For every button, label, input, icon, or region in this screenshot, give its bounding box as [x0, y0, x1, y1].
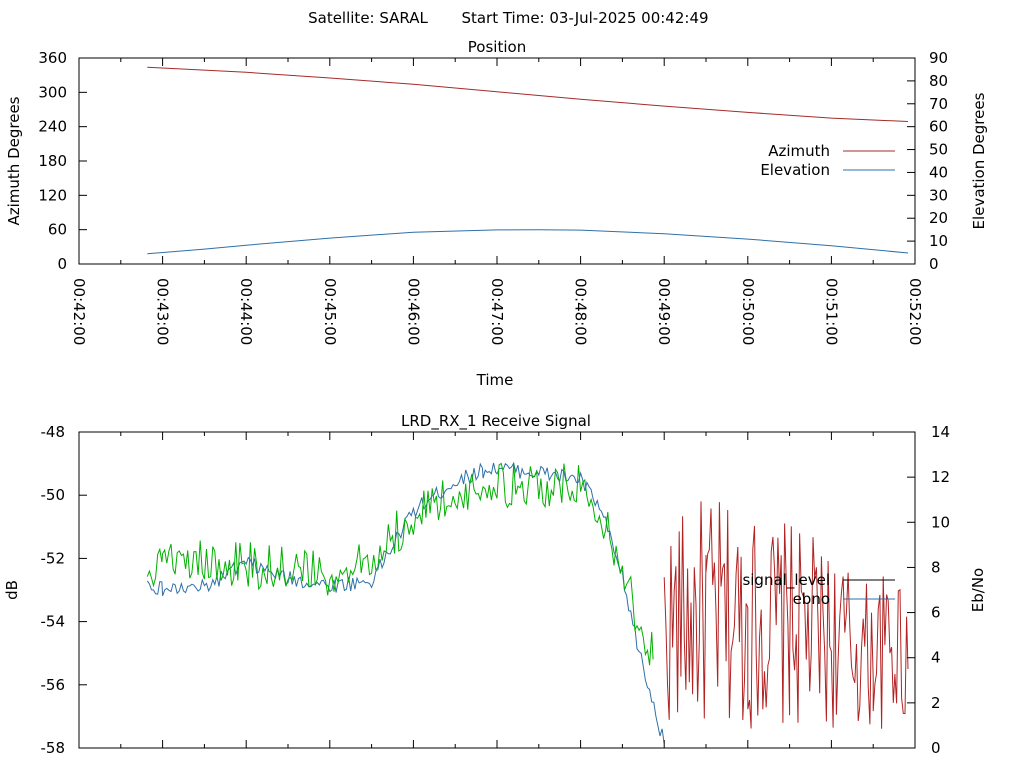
signal-y-tick-label: -54: [41, 613, 66, 631]
position-y2-axis-label: Elevation Degrees: [970, 92, 988, 229]
signal-y2-tick-label: 2: [931, 694, 941, 712]
signal-y-tick-label: -50: [41, 486, 66, 504]
position-x-tick-label: 00:44:00: [237, 278, 255, 345]
legend-ebno-label: ebno: [793, 590, 830, 608]
position-y2-tick-label: 60: [929, 118, 948, 136]
receive-signal-chart: LRD_RX_1 Receive Signal -58 -56 -54 -52 -50 -…: [3, 412, 987, 757]
signal-y-tick-label: -58: [41, 739, 66, 757]
position-x-tick-label: 00:50:00: [739, 278, 757, 345]
position-x-tick-label: 00:47:00: [488, 278, 506, 345]
start-time-label: Start Time: 03-Jul-2025 00:42:49: [461, 9, 708, 27]
position-y2-tick-label: 70: [929, 95, 948, 113]
signal-y2-tick-label: 12: [931, 468, 950, 486]
position-x-tick-label: 00:42:00: [70, 278, 88, 345]
signal-y2-tick-label: 6: [931, 604, 941, 622]
position-y2-tick-label: 10: [929, 232, 948, 250]
legend-azimuth-label: Azimuth: [768, 142, 830, 160]
position-y-tick-label: 180: [38, 152, 67, 170]
signal-level-series-line: [146, 462, 654, 666]
signal-y2-tick-label: 10: [931, 513, 950, 531]
position-y2-tick-label: 80: [929, 72, 948, 90]
position-y2-tick-label: 40: [929, 163, 948, 181]
position-y2-tick-label: 50: [929, 141, 948, 159]
position-x-tick-label: 00:48:00: [572, 278, 590, 345]
signal-y2-tick-label: 8: [931, 558, 941, 576]
position-x-tick-label: 00:46:00: [404, 278, 422, 345]
signal-y2-tick-label: 14: [931, 423, 950, 441]
position-y-axis-label: Azimuth Degrees: [5, 96, 23, 225]
position-chart: Position 00:42:00 00:43:00 00:44:00 00:45:0…: [5, 38, 988, 389]
ebno-series-line: [146, 461, 665, 744]
receive-signal-chart-title: LRD_RX_1 Receive Signal: [401, 412, 591, 431]
position-x-axis-label: Time: [476, 371, 514, 389]
position-x-tick-label: 00:45:00: [321, 278, 339, 345]
satellite-label: Satellite: SARAL: [308, 9, 428, 27]
signal-y-tick-label: -56: [41, 676, 66, 694]
position-legend: Azimuth Elevation: [760, 142, 895, 179]
elevation-series-line: [147, 229, 909, 255]
signal-y-tick-label: -52: [41, 549, 66, 567]
legend-elevation-label: Elevation: [760, 161, 830, 179]
position-y-tick-label: 300: [38, 83, 67, 101]
receive-signal-legend: signal_level ebno: [742, 571, 895, 608]
position-x-tick-label: 00:43:00: [154, 278, 172, 345]
position-y2-tick-label: 0: [929, 255, 939, 273]
position-y-tick-label: 0: [57, 255, 67, 273]
ebno-tail-series-line: [663, 501, 909, 729]
position-y-tick-label: 360: [38, 49, 67, 67]
position-x-tick-label: 00:51:00: [822, 278, 840, 345]
position-y-tick-label: 120: [38, 186, 67, 204]
legend-signal-level-label: signal_level: [742, 571, 830, 590]
position-y-tick-label: 60: [48, 221, 67, 239]
receive-signal-y-axis-label: dB: [3, 580, 21, 600]
receive-signal-y2-axis-label: Eb/No: [969, 568, 987, 612]
position-chart-title: Position: [468, 38, 526, 56]
azimuth-series-line: [147, 66, 909, 122]
position-x-tick-label: 00:49:00: [655, 278, 673, 345]
signal-y2-tick-label: 0: [931, 739, 941, 757]
position-y2-tick-label: 90: [929, 49, 948, 67]
signal-y-tick-label: -48: [41, 423, 66, 441]
position-y2-tick-label: 30: [929, 186, 948, 204]
position-x-tick-label: 00:52:00: [906, 278, 924, 345]
position-y2-tick-label: 20: [929, 209, 948, 227]
position-y-tick-label: 240: [38, 118, 67, 136]
signal-y2-tick-label: 4: [931, 649, 941, 667]
